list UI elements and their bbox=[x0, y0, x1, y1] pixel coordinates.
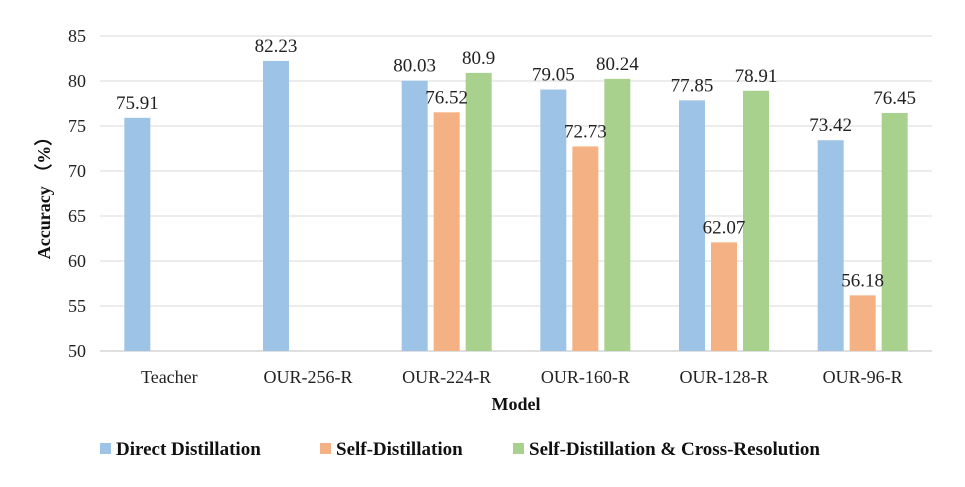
bar-self-distillation-2 bbox=[433, 112, 460, 351]
data-labels: 75.91 82.23 80.03 76.52 80.9 79.05 72.73 80.24 7… bbox=[116, 36, 916, 291]
x-tick-label: OUR-256-R bbox=[264, 367, 353, 387]
x-tick-label: OUR-128-R bbox=[680, 367, 769, 387]
data-label: 76.52 bbox=[425, 87, 468, 108]
y-tick-label: 75 bbox=[68, 116, 86, 136]
x-tick-label: OUR-160-R bbox=[541, 367, 630, 387]
bar-self-distillation-4 bbox=[711, 242, 737, 351]
data-label: 72.73 bbox=[564, 121, 607, 142]
y-tick-label: 85 bbox=[68, 26, 86, 46]
bar-self-distillation-cross-resolution-5 bbox=[881, 112, 908, 351]
y-axis-title: Accuracy （%） bbox=[34, 128, 54, 259]
legend-swatch bbox=[513, 443, 524, 454]
data-label: 80.24 bbox=[596, 54, 639, 75]
bar-self-distillation-cross-resolution-2 bbox=[465, 72, 492, 352]
bar-self-distillation-5 bbox=[849, 295, 876, 351]
data-label: 77.85 bbox=[671, 75, 714, 96]
data-label: 80.03 bbox=[393, 56, 436, 77]
data-label: 75.91 bbox=[116, 93, 159, 114]
y-tick-label: 70 bbox=[68, 161, 86, 181]
data-label: 79.05 bbox=[532, 65, 575, 86]
legend-label: Direct Distillation bbox=[116, 439, 261, 460]
legend-swatch bbox=[320, 443, 331, 454]
x-tick-label: OUR-224-R bbox=[402, 367, 491, 387]
y-tick-label: 50 bbox=[68, 341, 86, 361]
bar-direct-distillation-4 bbox=[679, 100, 705, 351]
bar-direct-distillation-2 bbox=[401, 80, 428, 351]
bar-self-distillation-3 bbox=[572, 146, 599, 351]
y-tick-label: 65 bbox=[68, 206, 86, 226]
data-label: 76.45 bbox=[873, 88, 916, 109]
bars bbox=[124, 60, 908, 352]
data-label: 80.9 bbox=[462, 48, 495, 69]
data-label: 62.07 bbox=[703, 217, 746, 238]
x-tick-label: OUR-96-R bbox=[823, 367, 903, 387]
x-tick-label: Teacher bbox=[141, 367, 198, 387]
data-label: 78.91 bbox=[735, 66, 778, 87]
y-tick-label: 60 bbox=[68, 251, 86, 271]
x-axis-title: Model bbox=[492, 394, 541, 414]
legend: Direct Distillation Self-Distillation Self… bbox=[100, 439, 820, 460]
bar-self-distillation-cross-resolution-4 bbox=[743, 90, 769, 351]
y-tick-label: 55 bbox=[68, 296, 86, 316]
y-axis-ticks: 50 55 60 65 70 75 80 85 bbox=[68, 26, 86, 361]
grid-lines bbox=[100, 35, 932, 352]
data-label: 73.42 bbox=[809, 115, 852, 136]
x-axis-ticks: Teacher OUR-256-R OUR-224-R OUR-160-R OUR-12… bbox=[141, 367, 903, 387]
bar-self-distillation-cross-resolution-3 bbox=[604, 78, 631, 351]
legend-swatch bbox=[100, 443, 111, 454]
y-tick-label: 80 bbox=[68, 71, 86, 91]
legend-label: Self-Distillation bbox=[336, 439, 463, 460]
bar-direct-distillation-0 bbox=[124, 117, 151, 351]
bar-direct-distillation-1 bbox=[263, 60, 289, 352]
bar-direct-distillation-5 bbox=[817, 140, 844, 351]
data-label: 82.23 bbox=[255, 36, 298, 57]
legend-label: Self-Distillation & Cross-Resolution bbox=[529, 439, 820, 460]
data-label: 56.18 bbox=[841, 270, 884, 291]
bar-direct-distillation-3 bbox=[540, 89, 567, 352]
